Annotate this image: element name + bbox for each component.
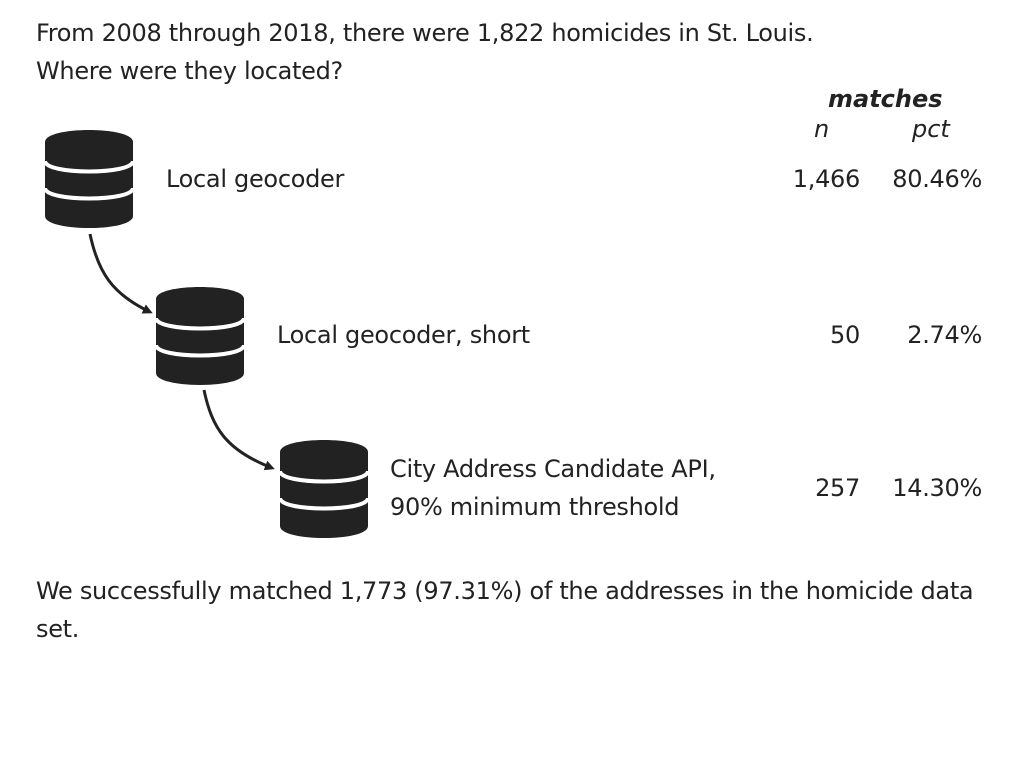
pct-column-header: pct xyxy=(912,115,950,143)
intro-line-1: From 2008 through 2018, there were 1,822… xyxy=(36,19,814,47)
n-column-header: n xyxy=(814,115,830,143)
summary-text: We successfully matched 1,773 (97.31%) o… xyxy=(36,577,974,643)
matches-column-header: matches xyxy=(828,85,943,113)
database-icon xyxy=(155,287,245,385)
step-2-pct: 2.74% xyxy=(907,321,982,349)
step-2-n: 50 xyxy=(830,321,860,349)
step-2-label: Local geocoder, short xyxy=(277,321,530,349)
step-3-n: 257 xyxy=(815,474,860,502)
step-1-pct: 80.46% xyxy=(892,165,982,193)
step-3-pct: 14.30% xyxy=(892,474,982,502)
intro-line-2: Where were they located? xyxy=(36,57,343,85)
step-3-label: City Address Candidate API, 90% minimum … xyxy=(390,455,716,521)
database-icon xyxy=(44,130,134,228)
step-1-label: Local geocoder xyxy=(166,165,345,193)
arrow-step2-to-step3 xyxy=(202,389,275,471)
database-icon xyxy=(279,440,369,538)
step-1-n: 1,466 xyxy=(792,165,861,193)
intro-text: From 2008 through 2018, there were 1,822… xyxy=(36,14,814,90)
arrow-step1-to-step2 xyxy=(88,233,153,314)
